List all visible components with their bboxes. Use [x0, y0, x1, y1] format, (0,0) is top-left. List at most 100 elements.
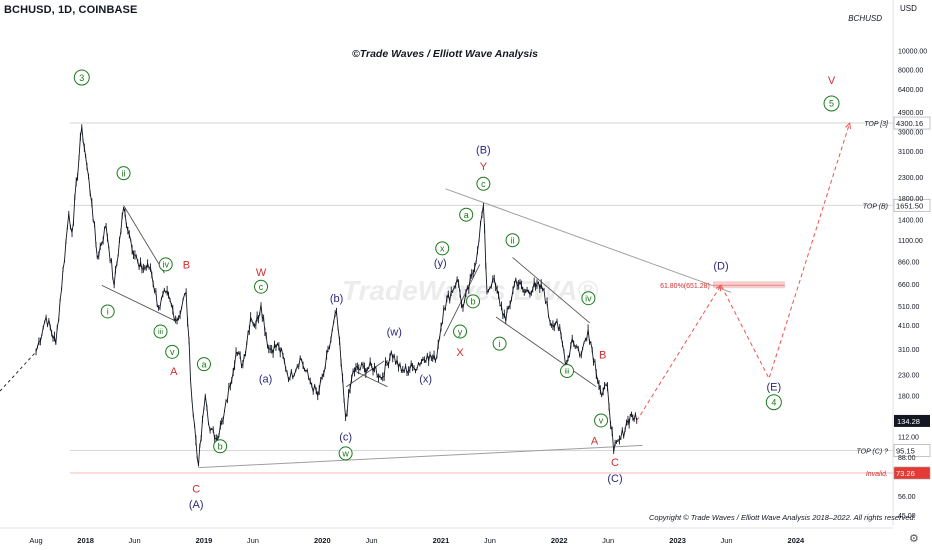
wave-label: X: [456, 347, 464, 359]
price-prehistory: [0, 351, 37, 392]
current-price-text: 134.28: [897, 417, 920, 426]
wave-label: A: [170, 366, 178, 378]
level-tag: [893, 198, 931, 212]
current-price-tag: [894, 414, 930, 427]
x-tick-label: 2024: [788, 536, 806, 545]
x-tick-label: Jun: [247, 536, 259, 545]
y-tick-label: 1400.00: [898, 217, 923, 224]
wave-label: (A): [189, 499, 204, 511]
x-tick-label: 2021: [433, 536, 450, 545]
wave-label-circle: [823, 95, 840, 112]
wave-label: ii: [511, 235, 515, 245]
wave-label: iii: [565, 367, 570, 376]
wave-label: v: [599, 416, 604, 426]
y-tick-label: 230.00: [898, 373, 920, 380]
wave-label: W: [256, 267, 267, 279]
wave-label: Y: [480, 161, 488, 173]
wave-label-circle: [594, 413, 609, 428]
y-tick-label: 10000.00: [898, 49, 927, 56]
x-tick-label: Jun: [484, 536, 496, 545]
level-tag: [893, 444, 931, 457]
wave-label: (w): [387, 326, 402, 338]
y-tick-label: 1800.00: [898, 196, 923, 203]
wave-label-circle: [435, 241, 450, 256]
x-tick-label: 2023: [669, 536, 686, 545]
wave-label-circle: [165, 344, 180, 359]
wave-label: i: [107, 307, 109, 317]
y-tick-label: 45.00: [898, 513, 916, 520]
wave-label-circle: [100, 304, 115, 319]
x-tick-label: Jun: [720, 536, 732, 545]
level-tag-text: 95.15: [896, 447, 915, 456]
wave-label: v: [170, 347, 175, 357]
wave-label: (y): [434, 257, 447, 269]
y-tick-label: 310.00: [898, 347, 920, 354]
wave-label-circle: [254, 279, 269, 294]
level-label: TOP [3]: [864, 121, 889, 128]
wave-label: ii: [122, 168, 126, 178]
wave-label: 4: [771, 397, 776, 407]
wave-label-circle: [158, 257, 173, 272]
wave-label-circle: [560, 364, 575, 379]
wave-label-circle: [213, 439, 228, 454]
wave-label: b: [471, 297, 476, 307]
wave-label: A: [591, 435, 599, 447]
level-label: TOP (C) ?: [856, 449, 888, 456]
trendline: [346, 360, 385, 388]
projection-arrow: [715, 284, 722, 292]
wave-label: a: [201, 359, 206, 369]
wave-label-circle: [765, 394, 782, 411]
wave-label-circle: [73, 69, 90, 86]
x-tick-label: 2022: [551, 536, 568, 545]
level-label: TOP (B): [863, 203, 888, 210]
wave-label: x: [440, 244, 445, 254]
wave-label: 3: [79, 73, 84, 83]
symbol-header[interactable]: BCHUSD, 1D, COINBASE: [4, 4, 138, 16]
wave-label: w: [341, 449, 349, 459]
trendline: [495, 316, 597, 388]
copyright-note: Copyright © Trade Waves / Elliott Wave A…: [649, 513, 916, 522]
y-tick-label: 1100.00: [898, 238, 923, 245]
wave-label-circle: [196, 357, 211, 372]
y-tick-label: 660.00: [898, 282, 920, 289]
y-tick-label: 6400.00: [898, 87, 923, 94]
x-tick-label: 2018: [77, 536, 94, 545]
wave-label: (a): [259, 373, 272, 385]
wave-label: (c): [339, 431, 352, 443]
projection-path: [636, 122, 851, 422]
chart-title: ©Trade Waves / Elliott Wave Analysis: [352, 48, 538, 60]
y-tick-label: 3900.00: [898, 129, 923, 136]
wave-label: c: [259, 282, 264, 292]
gear-icon[interactable]: ⚙: [909, 533, 919, 545]
wave-label: B: [599, 350, 606, 362]
y-tick-label: 112.00: [898, 435, 919, 442]
wave-label: c: [481, 179, 486, 189]
symbol-short-label: BCHUSD: [848, 14, 882, 23]
y-tick-label: 410.00: [898, 323, 920, 330]
x-tick-label: Jun: [602, 536, 614, 545]
wave-label: (x): [419, 373, 432, 385]
wave-label-circle: [505, 233, 520, 248]
wave-label-circle: [466, 294, 481, 309]
wave-label: C: [192, 484, 200, 496]
currency-label[interactable]: USD: [900, 4, 917, 13]
wave-label: V: [828, 75, 836, 87]
wave-label-circle: [492, 336, 507, 351]
x-tick-label: 2019: [196, 536, 213, 545]
level-tag-text: 73.26: [896, 469, 915, 478]
fib-label: 61.80%(651.28): [660, 283, 710, 290]
wave-label: B: [183, 259, 190, 271]
wave-label: (E): [767, 382, 782, 394]
wave-label: (C): [607, 473, 622, 485]
wave-label: iv: [162, 260, 169, 270]
wave-label-circle: [153, 324, 168, 339]
wave-label: y: [458, 327, 463, 337]
wave-label: i: [499, 339, 501, 349]
wave-label: (D): [713, 260, 728, 272]
wave-label: a: [464, 210, 469, 220]
wave-label-circle: [581, 291, 596, 306]
level-tag: [893, 466, 931, 480]
x-tick-label: Aug: [29, 536, 42, 545]
wave-label-circle: [116, 166, 131, 181]
